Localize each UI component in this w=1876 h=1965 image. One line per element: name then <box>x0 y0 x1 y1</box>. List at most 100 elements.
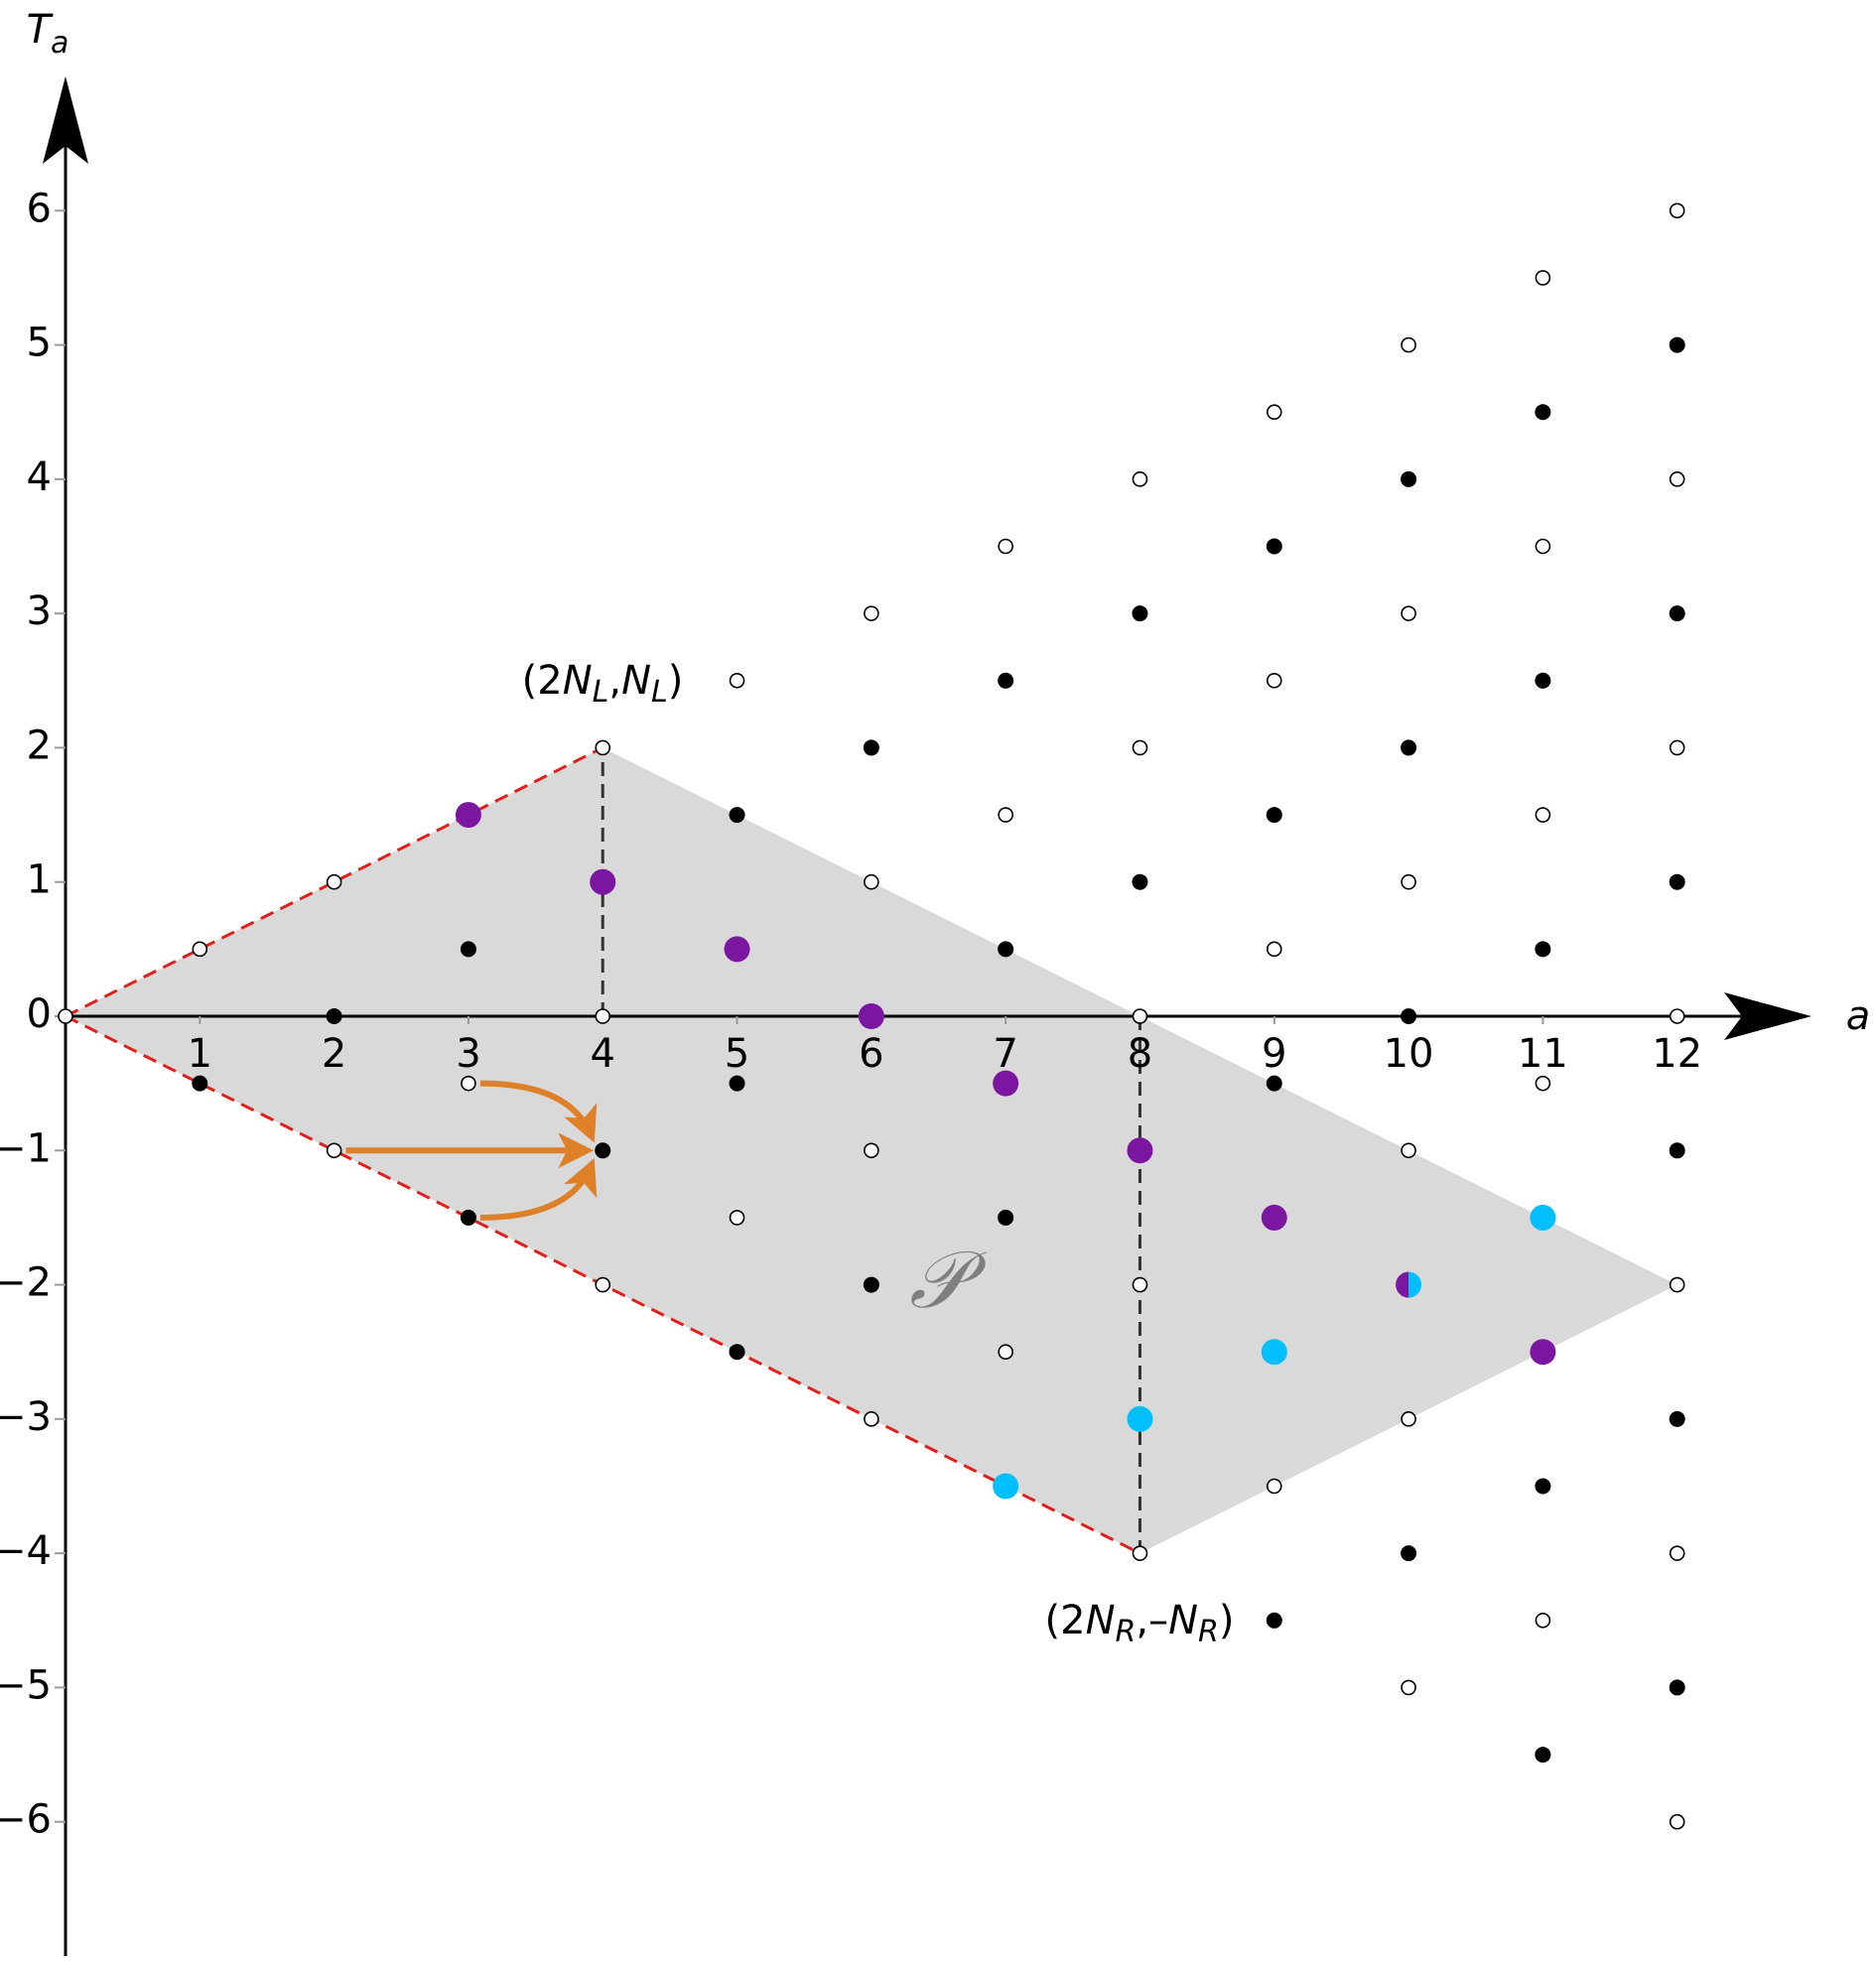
annotation-part: (2 <box>1045 1598 1086 1643</box>
point <box>1127 1405 1153 1432</box>
point <box>729 1344 745 1361</box>
point <box>192 1075 208 1092</box>
x-tick-label: 6 <box>859 1031 883 1077</box>
point <box>1535 404 1551 421</box>
y-tick-label: −5 <box>0 1662 52 1708</box>
y-tick-label: 4 <box>27 455 52 500</box>
point <box>1669 1679 1685 1696</box>
point <box>998 941 1014 958</box>
y-tick-label: 5 <box>27 321 52 366</box>
point-open <box>192 941 208 958</box>
annotation: (2NR,–NR) <box>1045 1598 1235 1649</box>
y-tick-label: −1 <box>0 1125 52 1171</box>
point-open <box>1535 1075 1551 1092</box>
x-tick-label: 3 <box>456 1031 480 1077</box>
point-open <box>864 1411 879 1427</box>
point <box>993 1070 1019 1097</box>
point-open <box>595 1276 611 1293</box>
point-half <box>1408 1271 1422 1298</box>
point <box>1401 1008 1417 1024</box>
point-open <box>1401 336 1416 353</box>
point <box>724 936 750 963</box>
point-open <box>729 1210 745 1226</box>
point-open <box>864 605 879 621</box>
point <box>1132 605 1148 622</box>
point <box>595 1142 611 1159</box>
x-tick-label: 11 <box>1518 1031 1568 1077</box>
point <box>1535 941 1551 958</box>
point <box>455 802 481 829</box>
y-tick-label: −6 <box>0 1797 52 1843</box>
x-tick-label: 5 <box>725 1031 749 1077</box>
point-open <box>1132 1008 1148 1024</box>
point-open <box>1401 605 1416 621</box>
x-tick-label: 12 <box>1652 1031 1702 1077</box>
point <box>1261 1339 1287 1366</box>
point <box>1266 1612 1282 1629</box>
point <box>863 1276 879 1293</box>
point-open <box>1132 1545 1148 1561</box>
x-tick-label: 9 <box>1262 1031 1286 1077</box>
point-open <box>1401 1411 1416 1427</box>
annotation-part: N <box>1086 1598 1116 1643</box>
point <box>1535 672 1551 689</box>
point-open <box>1266 1478 1282 1495</box>
point-open <box>461 1075 476 1092</box>
point <box>1669 605 1685 622</box>
point-open <box>1535 1612 1551 1629</box>
point-open <box>729 672 745 689</box>
point-open <box>1266 941 1282 958</box>
point-open <box>595 1008 611 1024</box>
point-open <box>864 873 879 890</box>
annotation-part: L <box>651 675 668 710</box>
annotation-part: , <box>608 658 621 704</box>
point-open <box>1669 1276 1685 1293</box>
point <box>1535 1478 1551 1495</box>
point-open <box>1535 807 1551 823</box>
y-tick-label: 3 <box>27 589 52 634</box>
annotation-part: N <box>1168 1598 1198 1643</box>
plot-area <box>43 76 1811 1956</box>
x-tick-label: 8 <box>1128 1031 1152 1077</box>
point-half <box>1396 1271 1409 1298</box>
annotation-part: R <box>1198 1615 1219 1649</box>
y-axis-arrow <box>43 76 88 164</box>
annotation-part: R <box>1116 1615 1137 1649</box>
y-tick-label: 1 <box>27 857 52 903</box>
point-open <box>1132 1276 1148 1293</box>
point-open <box>1401 873 1416 890</box>
point-open <box>998 807 1013 823</box>
point-open <box>1669 1008 1685 1024</box>
point <box>1669 873 1685 890</box>
y-tick-label: 2 <box>27 722 52 768</box>
point <box>1669 1410 1685 1427</box>
guide-line <box>65 746 603 1018</box>
point <box>590 868 616 895</box>
point-open <box>1669 739 1685 756</box>
point-open <box>1669 1813 1685 1830</box>
point <box>1266 807 1282 824</box>
point <box>326 1008 342 1024</box>
point <box>729 807 745 824</box>
x-tick-label: 1 <box>188 1031 212 1077</box>
point-open <box>998 1344 1013 1361</box>
x-tick-label: 7 <box>993 1031 1017 1077</box>
x-tick-label: 10 <box>1384 1031 1434 1077</box>
y-tick-label: −4 <box>0 1528 52 1574</box>
point <box>858 1003 884 1029</box>
point-open <box>864 1142 879 1159</box>
point <box>998 1209 1014 1226</box>
point <box>460 941 476 958</box>
annotation: (2NL,NL) <box>522 658 684 710</box>
y-axis-label-sub: a <box>51 26 68 61</box>
x-axis-label: a <box>1846 993 1871 1039</box>
point <box>1132 873 1148 890</box>
point <box>1401 470 1417 487</box>
annotation-part: N <box>563 658 593 704</box>
point <box>729 1075 745 1092</box>
point <box>1401 1545 1417 1562</box>
point-open <box>1266 404 1282 421</box>
point-open <box>1401 1142 1416 1159</box>
point <box>1535 1747 1551 1764</box>
point <box>1530 1339 1556 1366</box>
